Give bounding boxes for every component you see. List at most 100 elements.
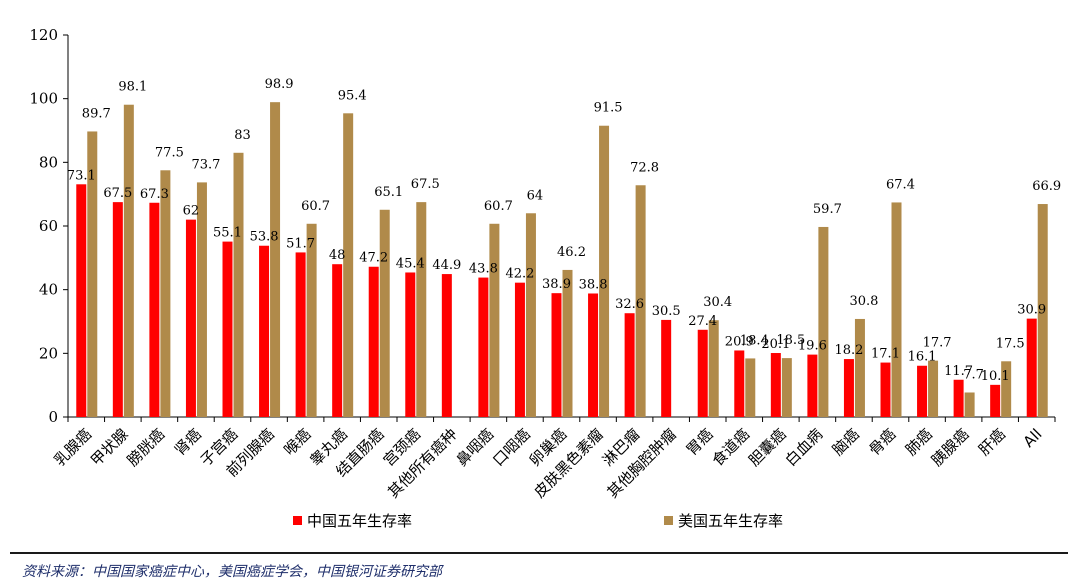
value-label-usa: 83: [234, 128, 251, 143]
bar-usa: [489, 223, 500, 417]
value-label-usa: 30.8: [849, 294, 878, 309]
bar-china: [624, 313, 635, 417]
value-label-china: 55.1: [213, 226, 242, 241]
bar-usa: [562, 269, 573, 417]
bar-china: [588, 293, 599, 417]
x-category-label: 甲状腺: [87, 425, 132, 470]
value-label-usa: 60.7: [484, 199, 513, 214]
value-label-china: 30.9: [1017, 303, 1046, 318]
bar-usa: [781, 358, 792, 417]
x-category-label: 鼻咽癌: [453, 425, 498, 470]
x-category-label: 膀胱癌: [124, 425, 169, 470]
x-category-label: All: [1020, 425, 1046, 451]
value-label-china: 32.6: [615, 297, 644, 312]
value-label-usa: 91.5: [594, 101, 623, 116]
bar-china: [843, 359, 854, 417]
x-category-label: 胆囊癌: [745, 425, 790, 470]
bar-usa: [379, 209, 390, 417]
bar-usa: [1037, 204, 1048, 417]
legend-swatch-usa: [664, 516, 673, 525]
bar-china: [295, 252, 306, 417]
bar-chart: 0 20 40 60 80 100 120 73.1 89.7 67.5 98.1 67.3 77.5…: [29, 26, 1061, 530]
value-label-usa: 67.4: [886, 177, 915, 192]
value-label-china: 30.5: [652, 304, 681, 319]
bar-china: [441, 274, 452, 417]
bar-usa: [306, 223, 317, 417]
bar-china: [405, 272, 416, 417]
value-label-china: 16.1: [908, 350, 937, 365]
bar-china: [697, 329, 708, 417]
value-labels: 73.1 89.7 67.5 98.1 67.3 77.5 62 73.7 55.1 83 53.8…: [67, 77, 1061, 384]
value-label-china: 38.8: [579, 277, 608, 292]
bar-china: [368, 266, 379, 417]
bar-usa: [635, 185, 646, 417]
value-label-china: 48: [329, 248, 346, 263]
x-category-label: 脑癌: [829, 425, 863, 459]
value-label-china: 67.5: [103, 186, 132, 201]
bar-china: [149, 202, 160, 417]
bar-usa: [599, 125, 610, 417]
value-label-china: 20.1: [761, 337, 790, 352]
bar-china: [259, 245, 270, 417]
value-label-usa: 67.5: [411, 177, 440, 192]
value-label-usa: 30.4: [703, 295, 732, 310]
footer-divider: [10, 552, 1068, 554]
y-tick-label: 100: [29, 90, 58, 108]
value-label-usa: 18.4: [740, 333, 769, 348]
bar-usa: [891, 202, 902, 417]
value-label-usa: 77.5: [155, 145, 184, 160]
value-label-china: 27.4: [688, 314, 717, 329]
x-category-label: 食道癌: [709, 425, 754, 470]
value-label-usa: 60.7: [301, 199, 330, 214]
bar-usa: [416, 202, 427, 417]
x-category-label: 胰腺癌: [928, 425, 973, 470]
bar-usa: [160, 170, 171, 417]
value-label-china: 42.2: [505, 267, 534, 282]
y-tick-label: 60: [39, 217, 58, 235]
bar-china: [514, 282, 525, 417]
bar-china: [332, 264, 343, 417]
bar-china: [478, 277, 489, 417]
value-label-usa: 72.8: [630, 160, 659, 175]
bar-china: [1026, 318, 1037, 417]
bar-usa: [270, 102, 281, 417]
x-category-label: 乳腺癌: [51, 425, 96, 470]
value-label-china: 18.2: [834, 343, 863, 358]
bar-china: [112, 202, 123, 417]
legend-label-china: 中国五年生存率: [307, 512, 412, 530]
value-label-china: 53.8: [250, 230, 279, 245]
bar-china: [770, 353, 781, 417]
bar-china: [661, 319, 672, 417]
bar-usa: [87, 131, 98, 417]
value-label-usa: 46.2: [557, 245, 586, 260]
y-tick-label: 120: [29, 26, 58, 44]
value-label-china: 17.1: [871, 347, 900, 362]
value-label-usa: 59.7: [813, 202, 842, 217]
value-label-china: 20.9: [725, 334, 754, 349]
x-category-label: 口咽癌: [489, 425, 534, 470]
value-label-usa: 98.9: [265, 77, 294, 92]
value-label-usa: 95.4: [338, 88, 367, 103]
bar-usa: [964, 392, 975, 417]
legend: 中国五年生存率 美国五年生存率: [293, 512, 783, 530]
bar-china: [734, 350, 745, 417]
value-label-usa: 17.5: [996, 336, 1025, 351]
value-label-china: 47.2: [359, 251, 388, 266]
legend-swatch-china: [293, 516, 302, 525]
value-label-china: 10.1: [981, 369, 1010, 384]
legend-label-usa: 美国五年生存率: [678, 512, 783, 530]
x-category-label: 骨癌: [865, 425, 899, 459]
bar-usa: [708, 320, 719, 417]
bar-usa: [928, 360, 939, 417]
bar-usa: [123, 104, 134, 417]
x-category-label: 肝癌: [975, 425, 1009, 459]
y-tick-label: 20: [39, 344, 58, 362]
value-label-usa: 73.7: [191, 157, 220, 172]
value-label-usa: 89.7: [82, 106, 111, 121]
bar-usa: [854, 318, 865, 417]
bar-china: [222, 241, 233, 417]
value-label-china: 43.8: [469, 262, 498, 277]
bar-usa: [233, 152, 244, 418]
value-label-usa: 17.7: [923, 336, 952, 351]
